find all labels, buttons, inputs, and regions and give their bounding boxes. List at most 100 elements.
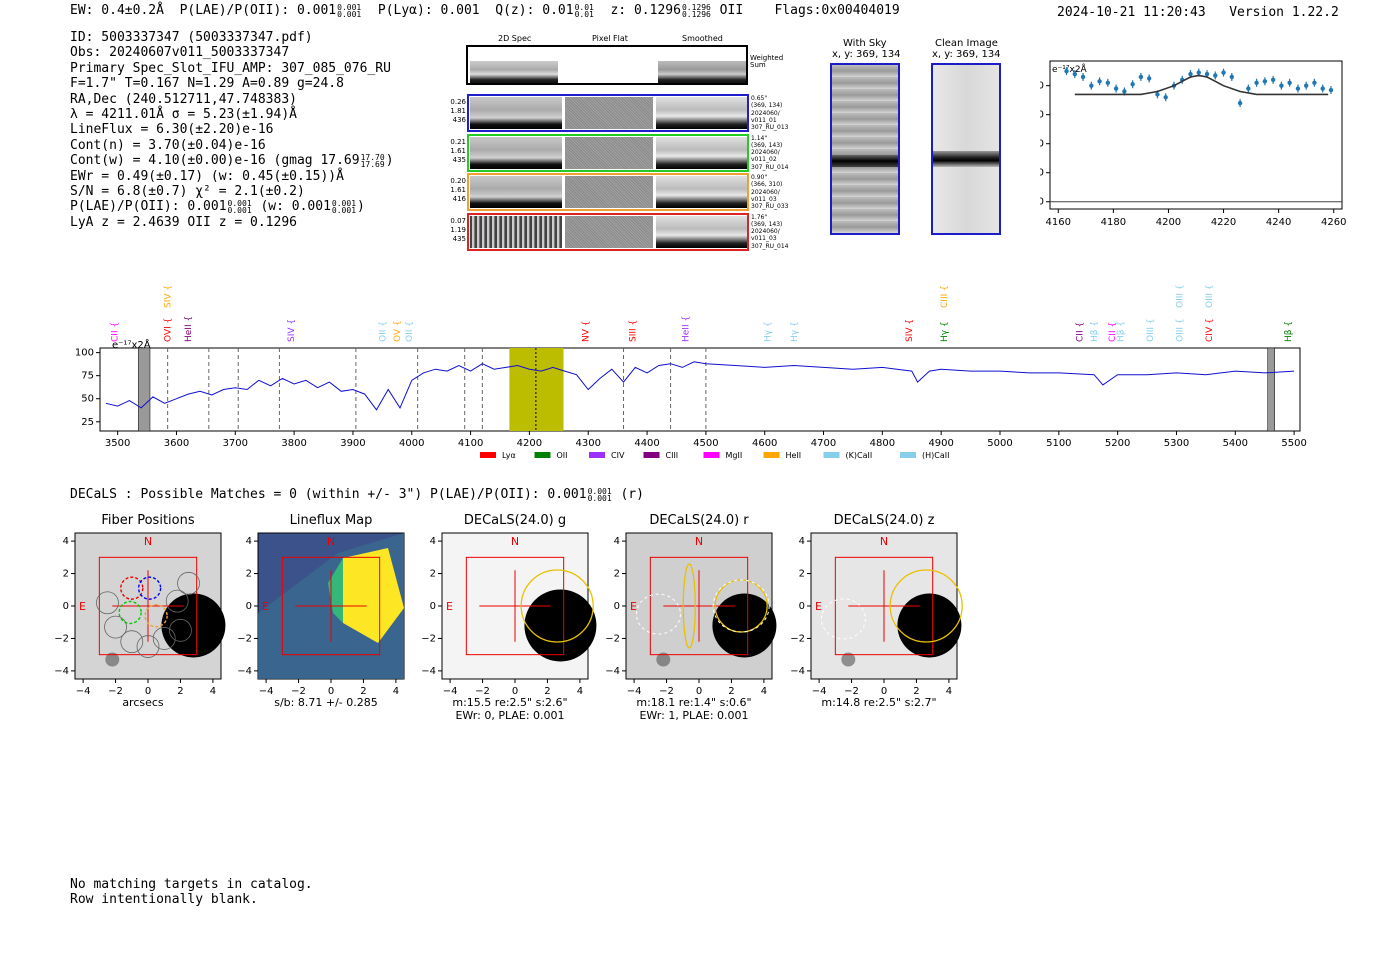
- legend-label: HeII: [786, 451, 802, 460]
- fov-box: [465, 556, 565, 656]
- decals-header-end: (r): [620, 487, 644, 502]
- withsky-trace: [832, 155, 898, 167]
- info-obs: Obs: 20240607v011_5003337347: [70, 45, 290, 61]
- info-plae-w: (w: 0.001: [260, 199, 331, 215]
- cutout-flat: [565, 97, 653, 129]
- zoom-point: [1064, 68, 1069, 74]
- cutout-row-r4: v011_02: [751, 156, 777, 164]
- cutout-2d: [470, 215, 562, 248]
- zoom-point: [1312, 80, 1317, 85]
- cutout-row-r2: (369, 143): [751, 220, 783, 228]
- decals-panel-caption: m:18.1 re:1.4" s:0.6": [636, 696, 752, 709]
- decals-header-lo: 0.001: [587, 493, 612, 503]
- north-label: N: [880, 535, 888, 548]
- spectrum-xtick-label: 5100: [1046, 438, 1071, 449]
- spectral-line-label: Hβ {: [1284, 321, 1294, 342]
- zoom-ytick-label: 20: [1040, 168, 1044, 179]
- info-radec: RA,Dec (240.512711,47.748383): [70, 91, 297, 107]
- spectral-line-label: OII {: [378, 321, 388, 342]
- spectrum-xtick-label: 4600: [752, 438, 777, 449]
- catalog-ellipse: [820, 598, 866, 640]
- info-block: ID: 5003337347 (5003337347.pdf) Obs: 202…: [70, 30, 394, 230]
- spectrum-chart: e⁻¹⁷x2Å 3500 3600 3700 3800 3900 4000 4100 4200 4…: [75, 284, 1307, 460]
- decals-panel-title: DECaLS(24.0) g: [463, 513, 567, 528]
- zoom-point: [1328, 87, 1334, 93]
- cutout-row-frame: [467, 212, 749, 251]
- decals-ytick-label: 4: [799, 536, 805, 547]
- info-lyaz: LyA z = 2.4639 OII z = 0.1296: [70, 214, 297, 230]
- decals-panel-image: N E −4 −4 −2 −2 0 0 2 2 4 4: [237, 532, 405, 697]
- decals-ytick-label: 0: [430, 601, 436, 612]
- info-contw: Cont(w) = 4.10(±0.00)e-16 (gmag 17.69 17.…: [70, 153, 394, 168]
- zoom-point: [1113, 86, 1119, 91]
- legend-swatch: [703, 452, 720, 458]
- decals-ytick-label: −2: [421, 633, 436, 644]
- cutout-row-r3: 2024060/: [751, 109, 780, 117]
- spectrum-xtick-label: 4100: [458, 438, 483, 449]
- zoom-point: [1105, 80, 1111, 85]
- fiber-circle: [137, 576, 162, 600]
- decals-xtick-label: 2: [728, 686, 734, 697]
- header-qz: Q(z): 0.01: [495, 3, 574, 18]
- spectral-line-label: OII {: [405, 321, 415, 342]
- info-plae-end: ): [357, 199, 365, 215]
- header-qz-hi: 0.01: [574, 2, 594, 12]
- decals-ytick-label: −2: [54, 633, 69, 644]
- info-contw-hi: 17.70: [360, 152, 385, 162]
- col-smoothed-label: Smoothed: [682, 34, 723, 43]
- header-plae-hi: 0.001: [337, 2, 362, 12]
- cutout-row-r3: 2024060/: [751, 188, 780, 196]
- header-qz-lo: 0.01: [574, 9, 594, 19]
- decals-ytick-label: 4: [246, 536, 252, 547]
- bright-source: [897, 593, 962, 658]
- zoom-point: [1122, 89, 1127, 94]
- cutout-flat: [565, 136, 653, 169]
- zoom-ytick-label: 0: [1040, 197, 1044, 208]
- decals-ytick-label: −2: [790, 633, 805, 644]
- cutout-row-r3: 2024060/: [751, 149, 780, 157]
- lineflux-edge: [328, 558, 343, 623]
- east-label: E: [446, 600, 453, 613]
- zoom-point: [1204, 71, 1210, 77]
- fiber-circle-gray: [104, 615, 127, 639]
- zoom-point: [1229, 74, 1235, 80]
- zoom-point: [1221, 70, 1226, 75]
- spectral-line-label: CII {: [1075, 322, 1085, 342]
- north-label: N: [327, 535, 335, 548]
- cutout-2d: [470, 136, 562, 169]
- header-flags: Flags:0x00404019: [774, 3, 900, 18]
- info-plae-lo: 0.001: [227, 205, 252, 215]
- info-plae-w-hi: 0.001: [331, 198, 357, 208]
- spectral-line-label: CII {: [1108, 322, 1118, 342]
- catalog-ellipse: [712, 579, 770, 633]
- zoom-point: [1237, 100, 1243, 106]
- spectral-line-label: HeII {: [184, 316, 194, 342]
- zoom-point: [1072, 71, 1077, 77]
- decals-xtick-label: 0: [512, 686, 518, 697]
- spectrum-xtick-label: 3500: [105, 438, 130, 449]
- cutout-row-frame: [467, 133, 749, 172]
- zoom-point: [1246, 86, 1251, 91]
- spectral-line-label: OVI {: [164, 318, 174, 342]
- spectrum-ytick-label: 25: [81, 417, 94, 428]
- legend-swatch: [643, 452, 660, 458]
- info-id: ID: 5003337347 (5003337347.pdf): [70, 30, 313, 45]
- spectrum-xtick-label: 4000: [399, 438, 424, 449]
- cutout-row-r1: 0.65": [751, 95, 768, 102]
- zoom-point: [1287, 80, 1292, 85]
- zoom-point: [1163, 95, 1168, 100]
- decals-xtick-label: −2: [844, 686, 859, 697]
- header-plya: P(Lyα): 0.001: [377, 3, 480, 18]
- spectrum-ytick-label: 50: [81, 394, 94, 405]
- decals-xtick-label: 4: [946, 686, 952, 697]
- spectral-line-label: OIII {: [1205, 284, 1215, 308]
- cutout-row-v3: 435: [452, 155, 466, 164]
- spectral-line-label: CIV {: [1205, 318, 1215, 342]
- zoom-xtick-label: 4180: [1101, 217, 1126, 228]
- spectral-line-label: Hγ {: [940, 321, 950, 342]
- match-ellipse: [889, 569, 963, 643]
- zoom-point: [1295, 86, 1301, 91]
- cutout-row-frame: [467, 173, 749, 211]
- fov-box: [98, 556, 198, 656]
- zoom-xtick-label: 4240: [1266, 217, 1291, 228]
